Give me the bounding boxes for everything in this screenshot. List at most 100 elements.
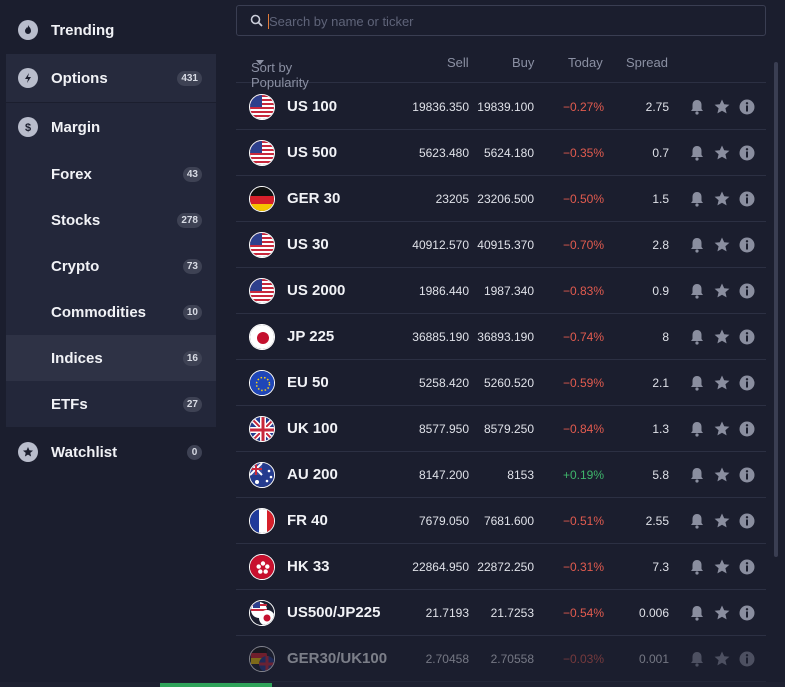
sidebar-item-label: Options [51, 69, 108, 87]
spread-value: 5.8 [652, 468, 669, 482]
bell-icon[interactable] [688, 144, 706, 162]
search-input[interactable] [269, 10, 749, 32]
table-row[interactable]: HK 33 22864.950 22872.250 −0.31% 7.3 [236, 544, 766, 590]
sell-price: 36885.190 [412, 330, 469, 344]
star-icon[interactable] [713, 98, 731, 116]
scrollbar[interactable] [774, 62, 778, 557]
flag-icon-eu [249, 370, 275, 396]
bell-icon[interactable] [688, 420, 706, 438]
count-badge: 27 [182, 396, 202, 412]
count-badge: 0 [187, 444, 202, 460]
daily-change: −0.27% [562, 100, 604, 114]
sidebar-item-label: Margin [51, 118, 101, 136]
star-icon[interactable] [713, 374, 731, 392]
sell-price: 5623.480 [418, 146, 469, 160]
count-badge: 16 [182, 350, 202, 366]
info-icon[interactable] [738, 374, 756, 392]
info-icon[interactable] [738, 604, 756, 622]
table-row[interactable]: US 2000 1986.440 1987.340 −0.83% 0.9 [236, 268, 766, 314]
sell-price: 22864.950 [412, 560, 469, 574]
table-row[interactable]: US 30 40912.570 40915.370 −0.70% 2.8 [236, 222, 766, 268]
bell-icon[interactable] [688, 282, 706, 300]
bell-icon[interactable] [688, 190, 706, 208]
star-icon[interactable] [713, 420, 731, 438]
info-icon[interactable] [738, 98, 756, 116]
info-icon[interactable] [738, 650, 756, 668]
buy-price: 8579.250 [483, 422, 534, 436]
table-row[interactable]: AU 200 8147.200 8153 +0.19% 5.8 [236, 452, 766, 498]
bell-icon[interactable] [688, 604, 706, 622]
bell-icon[interactable] [688, 466, 706, 484]
daily-change: −0.03% [562, 652, 604, 666]
star-icon[interactable] [713, 558, 731, 576]
info-icon[interactable] [738, 558, 756, 576]
daily-change: −0.59% [562, 376, 604, 390]
bell-icon[interactable] [688, 328, 706, 346]
instrument-name: FR 40 [287, 512, 328, 529]
info-icon[interactable] [738, 512, 756, 530]
table-header: Sort by Popularity Sell Buy Today Spread [236, 50, 766, 90]
table-row[interactable]: GER30/UK100 2.70458 2.70558 −0.03% 0.001 [236, 636, 766, 682]
sidebar-item-options[interactable]: Options 431 [6, 54, 216, 102]
info-icon[interactable] [738, 466, 756, 484]
sidebar-item-trending[interactable]: Trending [6, 6, 216, 54]
search-box[interactable] [236, 5, 766, 36]
table-row[interactable]: UK 100 8577.950 8579.250 −0.84% 1.3 [236, 406, 766, 452]
sidebar-item-crypto[interactable]: Crypto 73 [6, 243, 216, 289]
buy-price: 22872.250 [477, 560, 534, 574]
count-badge: 43 [182, 166, 202, 182]
bell-icon[interactable] [688, 98, 706, 116]
sidebar-item-watchlist[interactable]: Watchlist 0 [6, 428, 216, 476]
bell-icon[interactable] [688, 558, 706, 576]
table-row[interactable]: EU 50 5258.420 5260.520 −0.59% 2.1 [236, 360, 766, 406]
info-icon[interactable] [738, 236, 756, 254]
star-icon[interactable] [713, 328, 731, 346]
sidebar-item-indices[interactable]: Indices 16 [6, 335, 216, 381]
daily-change: +0.19% [562, 468, 604, 482]
info-icon[interactable] [738, 328, 756, 346]
info-icon[interactable] [738, 420, 756, 438]
star-icon[interactable] [713, 512, 731, 530]
star-icon[interactable] [713, 466, 731, 484]
sidebar-item-label: Commodities [51, 303, 147, 321]
bell-icon[interactable] [688, 512, 706, 530]
daily-change: −0.83% [562, 284, 604, 298]
star-icon[interactable] [713, 236, 731, 254]
info-icon[interactable] [738, 282, 756, 300]
sell-price: 40912.570 [412, 238, 469, 252]
bell-icon[interactable] [688, 236, 706, 254]
daily-change: −0.84% [562, 422, 604, 436]
buy-price: 19839.100 [477, 100, 534, 114]
star-icon[interactable] [713, 144, 731, 162]
bell-icon[interactable] [688, 374, 706, 392]
bell-icon[interactable] [688, 650, 706, 668]
sidebar: Trending Options 431 $ Margin Forex 43 S… [6, 0, 216, 687]
sidebar-item-commodities[interactable]: Commodities 10 [6, 289, 216, 335]
flag-icon-fr [249, 508, 275, 534]
sidebar-item-etfs[interactable]: ETFs 27 [6, 381, 216, 427]
buy-price: 21.7253 [490, 606, 534, 620]
sidebar-item-forex[interactable]: Forex 43 [6, 151, 216, 197]
sell-price: 19836.350 [412, 100, 469, 114]
instrument-name: US500/JP225 [287, 604, 381, 621]
buy-price: 7681.600 [483, 514, 534, 528]
column-header-today: Today [568, 55, 603, 70]
table-row[interactable]: US 500 5623.480 5624.180 −0.35% 0.7 [236, 130, 766, 176]
spread-value: 2.1 [652, 376, 669, 390]
star-icon[interactable] [713, 604, 731, 622]
spread-value: 2.8 [652, 238, 669, 252]
table-row[interactable]: JP 225 36885.190 36893.190 −0.74% 8 [236, 314, 766, 360]
sidebar-item-margin[interactable]: $ Margin [6, 103, 216, 151]
star-icon[interactable] [713, 190, 731, 208]
table-row[interactable]: FR 40 7679.050 7681.600 −0.51% 2.55 [236, 498, 766, 544]
star-icon[interactable] [713, 282, 731, 300]
star-icon[interactable] [713, 650, 731, 668]
info-icon[interactable] [738, 144, 756, 162]
table-row[interactable]: US 100 19836.350 19839.100 −0.27% 2.75 [236, 84, 766, 130]
flame-icon [18, 20, 38, 40]
table-row[interactable]: US500/JP225 21.7193 21.7253 −0.54% 0.006 [236, 590, 766, 636]
table-row[interactable]: GER 30 23205 23206.500 −0.50% 1.5 [236, 176, 766, 222]
sidebar-item-label: Watchlist [51, 443, 118, 461]
info-icon[interactable] [738, 190, 756, 208]
sidebar-item-stocks[interactable]: Stocks 278 [6, 197, 216, 243]
